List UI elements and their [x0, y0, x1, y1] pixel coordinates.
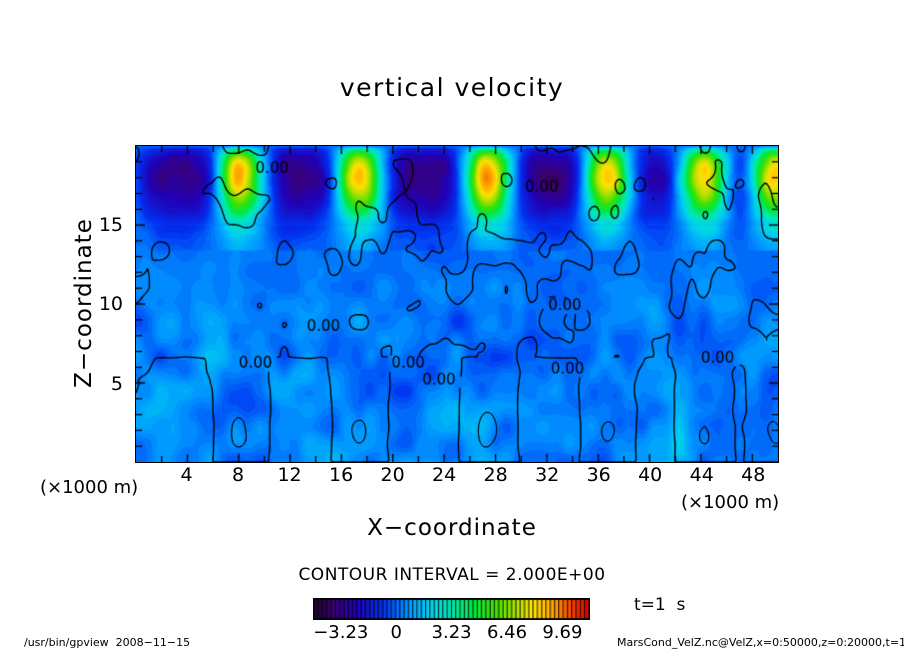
- x-tick-label: 40: [638, 464, 663, 486]
- footer-command: /usr/bin/gpview 2008−11−15: [24, 636, 191, 649]
- page-title: vertical velocity: [339, 73, 565, 102]
- time-label: t=1 s: [634, 595, 686, 615]
- colorbar-tick-label: 9.69: [542, 622, 583, 643]
- contour-plot-canvas: [136, 146, 778, 462]
- colorbar-canvas: [314, 599, 589, 619]
- x-tick-label: 8: [231, 464, 245, 486]
- x-tick-label: 24: [432, 464, 457, 486]
- colorbar-tick-label: 3.23: [431, 622, 472, 643]
- y-axis-title: Z−coordinate: [71, 218, 97, 388]
- x-axis-unit-left: (×1000 m): [40, 477, 139, 498]
- x-tick-label: 28: [483, 464, 508, 486]
- colorbar: [313, 598, 590, 620]
- x-tick-label: 36: [586, 464, 611, 486]
- x-tick-label: 32: [535, 464, 560, 486]
- x-tick-label: 4: [180, 464, 193, 486]
- x-tick-label: 20: [380, 464, 405, 486]
- colorbar-tick-label: 6.46: [486, 622, 528, 643]
- colorbar-tick-label: −3.23: [313, 622, 369, 643]
- contour-interval-label: CONTOUR INTERVAL = 2.000E+00: [298, 565, 606, 585]
- x-axis-title: X−coordinate: [367, 515, 537, 541]
- x-tick-label: 16: [328, 464, 354, 486]
- x-tick-label: 44: [689, 464, 714, 486]
- x-tick-label: 48: [741, 464, 766, 486]
- x-axis-unit-right: (×1000 m): [681, 492, 780, 513]
- colorbar-tick-label: 0: [390, 622, 402, 643]
- colorbar-tick-labels: −3.23 0 3.23 6.46 9.69: [313, 622, 590, 644]
- contour-plot-panel: [135, 145, 779, 463]
- x-tick-label: 12: [277, 464, 302, 486]
- footer-dataset: MarsCond_VelZ.nc@VelZ,x=0:50000,z=0:2000…: [617, 636, 904, 649]
